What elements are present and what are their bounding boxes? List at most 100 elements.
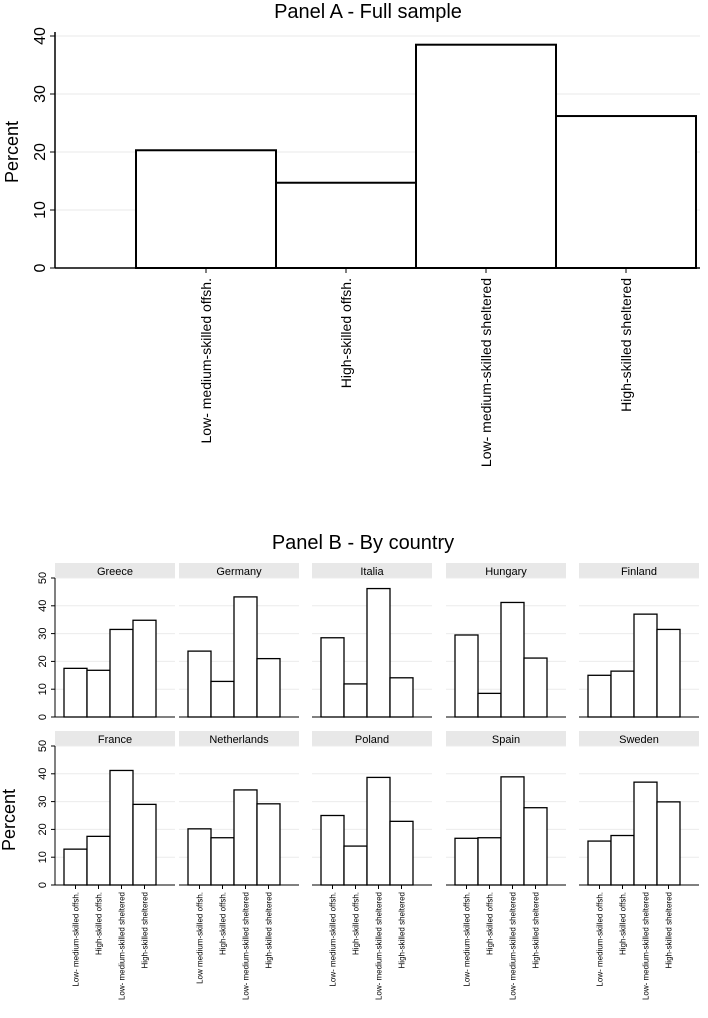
facet-x-tick-label: Low- medium-skilled offsh. <box>596 892 605 987</box>
facet-x-tick-label: High-skilled offsh. <box>95 892 104 955</box>
facet-bar-high-skilled-offsh <box>210 837 235 886</box>
facet-bar-low-medium-skilled-sheltered <box>366 587 391 718</box>
facet-title: Sweden <box>619 734 659 746</box>
panel-b-chart: Panel B - By country Percent Greece 0 10 20… <box>0 532 699 1000</box>
facet-title: Hungary <box>485 566 527 578</box>
facet-x-tick-label: Low- medium-skilled offsh. <box>72 892 81 987</box>
panel-a-y-tick-label: 30 <box>32 85 49 103</box>
facet-bar-high-skilled-sheltered <box>256 657 281 718</box>
facet-netherlands: Netherlands Low medium-skilled offsh. High… <box>179 731 299 1000</box>
panel-b-title: Panel B - By country <box>272 532 454 554</box>
panel-b-facets: Greece 0 10 20 30 40 50 Germany Italia Hungary Fin… <box>37 563 699 1000</box>
facet-title: Italia <box>360 566 384 578</box>
facet-bar-low-medium-skilled-sheltered <box>633 781 658 886</box>
facet-finland: Finland <box>579 563 699 718</box>
facet-title: Poland <box>355 734 389 746</box>
facet-title: Netherlands <box>209 734 269 746</box>
panel-a-title: Panel A - Full sample <box>274 1 462 23</box>
facet-spain: Spain Low- medium-skilled offsh. High-skil… <box>446 731 566 1000</box>
panel-a-y-tick-label: 0 <box>32 263 49 272</box>
panel-a-bar-high-skilled-offsh <box>275 181 417 270</box>
panel-a-x-tick-label: High-skilled offsh. <box>338 278 354 388</box>
facet-bar-low-medium-skilled-sheltered <box>633 613 658 718</box>
facet-y-tick-label: 20 <box>37 655 49 667</box>
panel-a-chart: Panel A - Full sample Percent 010203040 … <box>2 1 700 467</box>
facet-bar-high-skilled-sheltered <box>256 803 281 886</box>
facet-bar-high-skilled-sheltered <box>523 657 548 718</box>
facet-bar-high-skilled-offsh <box>86 835 111 886</box>
facet-bar-high-skilled-offsh <box>477 837 502 886</box>
facet-y-tick-label: 40 <box>37 768 49 780</box>
panel-a-x-tick-label: High-skilled sheltered <box>618 278 634 412</box>
facet-x-tick-label: Low- medium-skilled offsh. <box>329 892 338 987</box>
facet-france: France 0 10 20 30 40 50 Low- medium-skilled off… <box>37 731 175 1000</box>
facet-x-tick-label: Low medium-skilled offsh. <box>196 892 205 984</box>
facet-bar-low-medium-skilled-offsh <box>320 637 345 718</box>
facet-bar-high-skilled-offsh <box>610 834 635 886</box>
facet-y-tick-label: 30 <box>37 627 49 639</box>
facet-greece: Greece 0 10 20 30 40 50 <box>37 563 175 720</box>
facet-title: Germany <box>216 566 262 578</box>
facet-strip <box>446 731 566 746</box>
facet-bar-high-skilled-sheltered <box>656 628 681 718</box>
facet-x-tick-label: High-skilled offsh. <box>219 892 228 955</box>
facet-x-tick-label: High-skilled offsh. <box>352 892 361 955</box>
facet-bar-low-medium-skilled-offsh <box>587 674 612 718</box>
facet-bar-low-medium-skilled-offsh <box>454 837 479 886</box>
facet-strip <box>179 731 299 746</box>
facet-x-tick-label: High-skilled offsh. <box>619 892 628 955</box>
facet-title: Spain <box>492 734 520 746</box>
facet-title: Finland <box>621 566 657 578</box>
panel-a-x-tick-label: Low- medium-skilled sheltered <box>478 278 494 467</box>
facet-bar-high-skilled-sheltered <box>132 619 157 718</box>
panel-a-bar-high-skilled-sheltered <box>555 115 697 270</box>
facet-bar-low-medium-skilled-offsh <box>63 667 88 718</box>
panel-a-bars <box>135 43 697 270</box>
facet-bar-low-medium-skilled-sheltered <box>109 628 134 718</box>
panel-a-axes <box>54 32 700 269</box>
facet-x-tick-label: Low- medium-skilled sheltered <box>509 892 518 1000</box>
facet-x-tick-label: High-skilled sheltered <box>141 892 150 968</box>
panel-a-x-tick-label: Low- medium-skilled offsh. <box>198 278 214 443</box>
facet-bar-low-medium-skilled-sheltered <box>500 601 525 718</box>
facet-x-tick-label: Low- medium-skilled sheltered <box>642 892 651 1000</box>
facet-y-tick-label: 50 <box>37 572 49 584</box>
facet-strip <box>55 731 175 746</box>
facet-bar-low-medium-skilled-sheltered <box>109 769 134 886</box>
facet-strip <box>312 563 432 578</box>
facet-strip <box>179 563 299 578</box>
panel-a-y-tick-labels: 0 10 20 30 40 <box>32 27 55 272</box>
facet-bar-low-medium-skilled-sheltered <box>233 789 258 886</box>
facet-germany: Germany <box>179 563 299 718</box>
facet-x-tick-label: Low- medium-skilled sheltered <box>118 892 127 1000</box>
facet-y-tick-label: 0 <box>37 882 49 888</box>
facet-bar-high-skilled-sheltered <box>389 820 414 886</box>
facet-bar-low-medium-skilled-sheltered <box>233 596 258 718</box>
facet-italia: Italia <box>312 563 432 718</box>
facet-x-tick-label: Low- medium-skilled sheltered <box>375 892 384 1000</box>
facet-hungary: Hungary <box>446 563 566 718</box>
facet-title: France <box>98 734 132 746</box>
facet-strip <box>446 563 566 578</box>
facet-strip <box>55 563 175 578</box>
facet-y-tick-label: 10 <box>37 851 49 863</box>
panel-a-x-tick-labels: Low- medium-skilled offsh. High-skilled o… <box>198 268 634 467</box>
facet-y-tick-label: 10 <box>37 683 49 695</box>
facet-bar-high-skilled-offsh <box>86 669 111 718</box>
facet-bar-low-medium-skilled-sheltered <box>500 776 525 886</box>
panel-a-y-tick-label: 20 <box>32 143 49 161</box>
facet-y-tick-label: 40 <box>37 600 49 612</box>
facet-bar-low-medium-skilled-offsh <box>320 814 345 886</box>
facet-y-tick-label: 20 <box>37 823 49 835</box>
facet-bar-high-skilled-sheltered <box>656 801 681 886</box>
facet-title: Greece <box>97 566 133 578</box>
facet-bar-high-skilled-offsh <box>477 692 502 718</box>
facet-x-tick-label: High-skilled sheltered <box>665 892 674 968</box>
facet-bar-high-skilled-offsh <box>610 670 635 718</box>
facet-x-tick-label: Low- medium-skilled offsh. <box>463 892 472 987</box>
facet-strip <box>579 563 699 578</box>
facet-x-tick-label: High-skilled offsh. <box>486 892 495 955</box>
facet-bar-high-skilled-sheltered <box>523 807 548 886</box>
facet-bar-high-skilled-sheltered <box>132 803 157 886</box>
